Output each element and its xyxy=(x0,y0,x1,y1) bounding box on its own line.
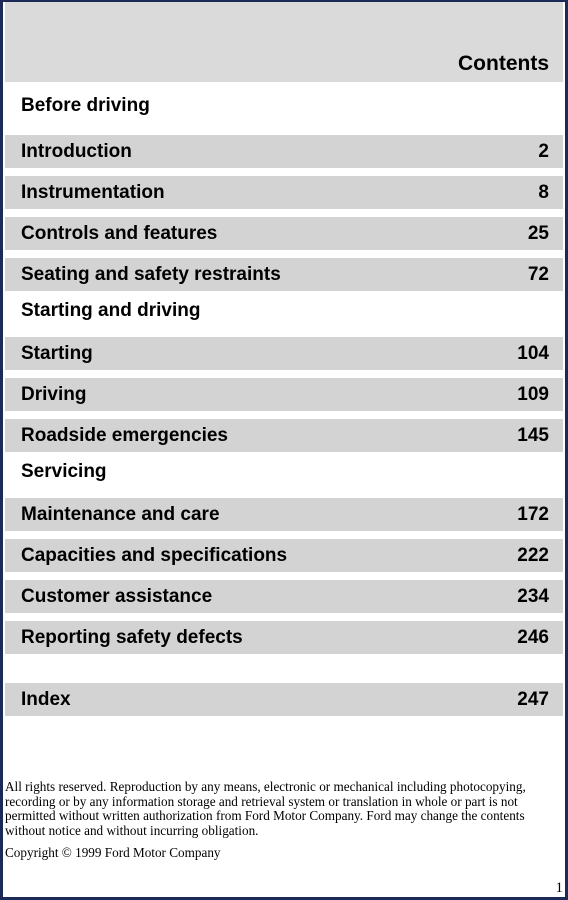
section-heading: Starting and driving xyxy=(21,300,201,321)
entry-page: 222 xyxy=(517,545,549,566)
entry-page: 104 xyxy=(517,343,549,364)
entry-page: 172 xyxy=(517,504,549,525)
entry-page: 72 xyxy=(527,264,549,285)
toc-row[interactable]: Roadside emergencies 145 xyxy=(5,419,563,452)
entry-page: 2 xyxy=(538,141,549,162)
toc-row[interactable]: Capacities and specifications 222 xyxy=(5,539,563,572)
entry-label: Starting xyxy=(21,343,93,364)
toc-row[interactable]: Reporting safety defects 246 xyxy=(5,621,563,654)
section-heading: Servicing xyxy=(21,461,107,482)
entry-label: Reporting safety defects xyxy=(21,627,243,648)
entry-label: Index xyxy=(21,689,71,710)
notice: All rights reserved. Reproduction by any… xyxy=(5,779,526,838)
toc-row[interactable]: Maintenance and care 172 xyxy=(5,498,563,531)
toc-row[interactable]: Index 247 xyxy=(5,683,563,716)
entry-page: 145 xyxy=(517,425,549,446)
entry-label: Introduction xyxy=(21,141,132,162)
toc-row[interactable]: Driving 109 xyxy=(5,378,563,411)
entry-label: Maintenance and care xyxy=(21,504,220,525)
entry-page: 234 xyxy=(517,586,549,607)
entry-label: Controls and features xyxy=(21,223,218,244)
entry-page: 25 xyxy=(527,223,549,244)
entry-label: Seating and safety restraints xyxy=(21,264,281,285)
page-number: 1 xyxy=(555,880,564,896)
entry-page: 246 xyxy=(517,627,549,648)
entry-label: Capacities and specifications xyxy=(21,545,288,566)
entry-page: 109 xyxy=(517,384,549,405)
entry-page: 247 xyxy=(517,689,549,710)
copyright: Copyright © 1999 Ford Motor Company xyxy=(5,845,221,860)
toc-row[interactable]: Seating and safety restraints 72 xyxy=(5,258,563,291)
entry-label: Roadside emergencies xyxy=(21,425,228,446)
entry-label: Driving xyxy=(21,384,87,405)
toc-row[interactable]: Customer assistance 234 xyxy=(5,580,563,613)
toc-row[interactable]: Starting 104 xyxy=(5,337,563,370)
entry-page: 8 xyxy=(538,182,549,203)
toc-row[interactable]: Instrumentation 8 xyxy=(5,176,563,209)
title: Contents xyxy=(458,52,549,75)
header: Contents xyxy=(5,2,563,82)
toc-row[interactable]: Introduction 2 xyxy=(5,135,563,168)
toc-row[interactable]: Controls and features 25 xyxy=(5,217,563,250)
section-heading: Before driving xyxy=(21,94,150,116)
entry-label: Instrumentation xyxy=(21,182,165,203)
entry-label: Customer assistance xyxy=(21,586,213,607)
